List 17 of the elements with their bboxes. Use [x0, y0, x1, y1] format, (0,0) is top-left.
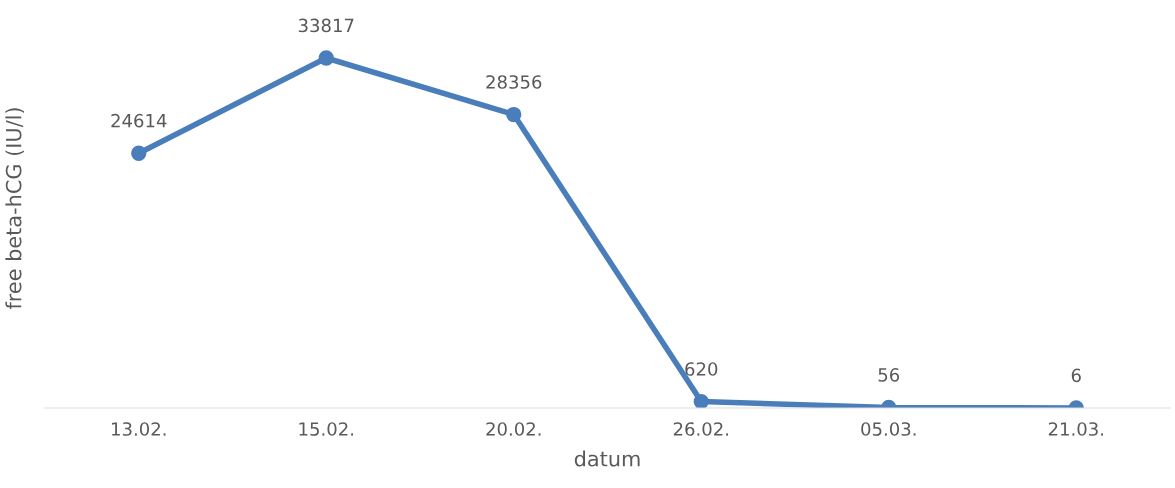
data-label: 620 [685, 362, 718, 376]
data-label: 24614 [111, 113, 167, 128]
x-axis-title: datum [574, 450, 640, 467]
data-label: 33817 [298, 18, 354, 33]
point [131, 145, 147, 161]
data-label: 56 [878, 368, 900, 382]
x-tick-label: 21.03. [1048, 422, 1104, 436]
point [318, 50, 334, 66]
data-label: 6 [1071, 368, 1081, 383]
x-tick-label: 05.03. [861, 422, 916, 436]
y-axis-title: free beta-hCG (IU/l) [5, 108, 24, 310]
x-tick-label: 26.02. [673, 422, 729, 436]
point [506, 106, 522, 123]
x-tick-label: 13.02. [112, 422, 166, 436]
x-tick-label: 15.02. [299, 422, 354, 436]
data-label: 28356 [486, 75, 542, 89]
x-tick-label: 20.02. [486, 422, 541, 436]
